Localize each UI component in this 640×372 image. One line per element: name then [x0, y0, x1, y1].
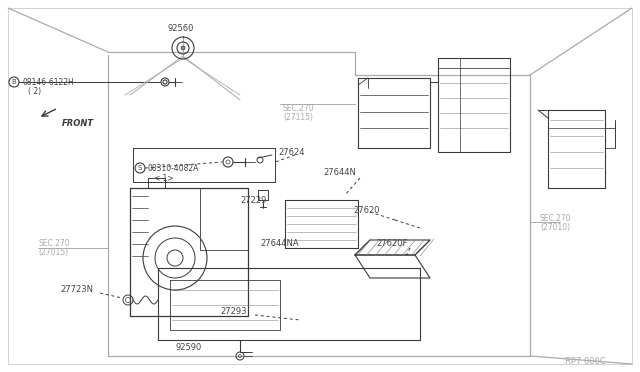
- Text: 27624: 27624: [278, 148, 305, 157]
- Text: SEC.270: SEC.270: [38, 240, 70, 248]
- Text: (27115): (27115): [283, 112, 313, 122]
- Text: 27229: 27229: [240, 196, 266, 205]
- Text: 08310-4082A: 08310-4082A: [148, 164, 200, 173]
- Text: 27620: 27620: [353, 205, 380, 215]
- Text: 27723N: 27723N: [60, 285, 93, 295]
- Text: 92590: 92590: [175, 343, 201, 353]
- Text: SEC.270: SEC.270: [283, 103, 315, 112]
- Text: ( 2): ( 2): [28, 87, 41, 96]
- Text: S: S: [138, 165, 142, 171]
- Text: < 1>: < 1>: [154, 173, 173, 183]
- Text: (27010): (27010): [540, 222, 570, 231]
- Text: 92560: 92560: [168, 23, 195, 32]
- Circle shape: [181, 46, 185, 50]
- Text: B: B: [12, 79, 17, 85]
- Text: 27620F: 27620F: [376, 238, 408, 247]
- Text: 27293: 27293: [220, 308, 246, 317]
- Text: 27644N: 27644N: [323, 167, 356, 176]
- Text: 27644NA: 27644NA: [260, 238, 299, 247]
- Text: RP7 000C: RP7 000C: [565, 357, 605, 366]
- Text: (27015): (27015): [38, 248, 68, 257]
- Text: SEC.270: SEC.270: [540, 214, 572, 222]
- Text: 08146-6122H: 08146-6122H: [22, 77, 74, 87]
- Text: FRONT: FRONT: [62, 119, 94, 128]
